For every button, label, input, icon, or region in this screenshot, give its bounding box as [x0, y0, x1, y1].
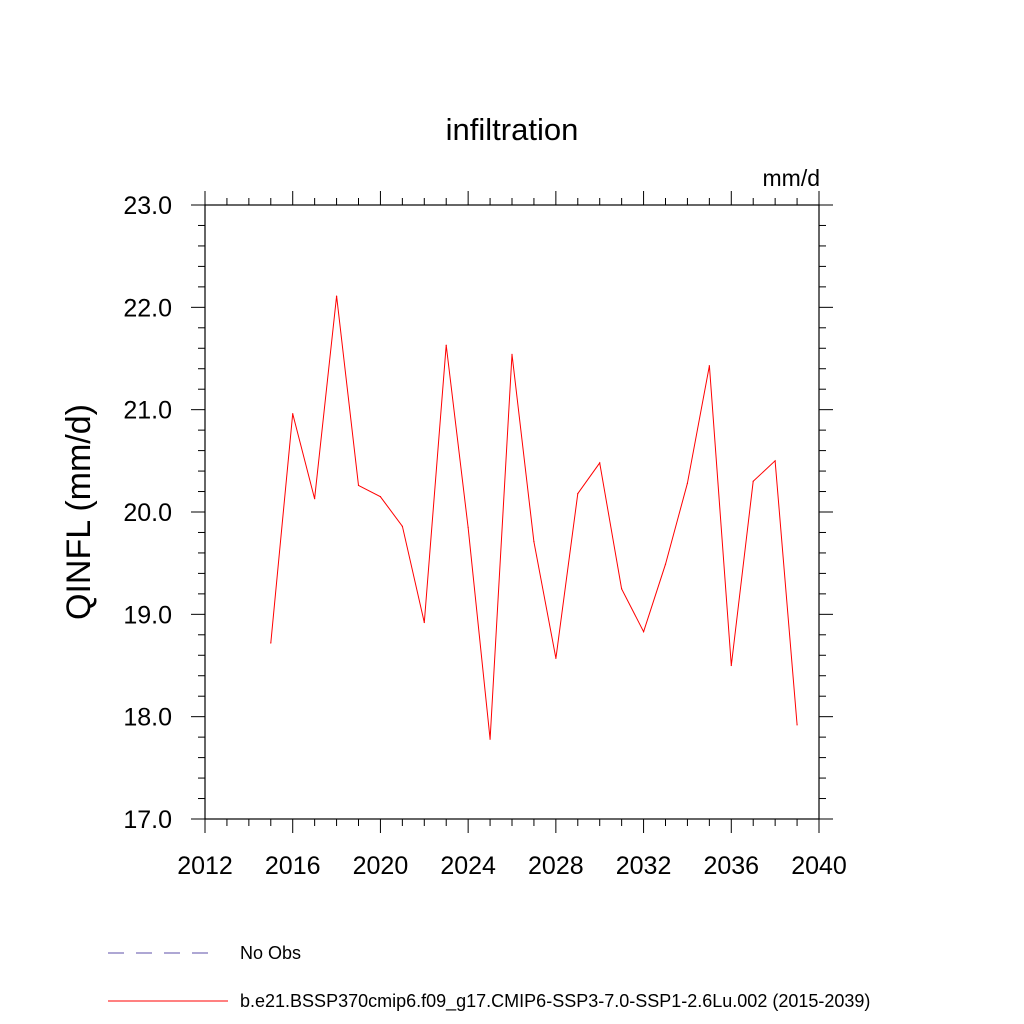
plot-frame: [204, 204, 820, 820]
x-tick-label: 2036: [703, 852, 759, 880]
data-point: [686, 482, 689, 484]
x-tick-label: 2012: [177, 852, 233, 880]
x-tick-label: 2020: [353, 852, 409, 880]
data-point: [445, 344, 447, 346]
data-point: [270, 642, 272, 644]
data-point: [335, 295, 338, 297]
data-point: [401, 525, 403, 527]
y-tick-label: 19.0: [123, 601, 172, 629]
y-tick-label: 22.0: [123, 294, 172, 322]
data-point: [379, 496, 382, 498]
x-tick-label: 2016: [265, 852, 321, 880]
data-point: [533, 541, 535, 543]
legend: No Obs b.e21.BSSP370cmip6.f09_g17.CMIP6-…: [108, 943, 870, 1012]
data-point: [555, 657, 557, 659]
series-line: [270, 296, 798, 740]
y-tick-label: 18.0: [123, 704, 172, 732]
data-point: [423, 621, 425, 624]
y-tick-label: 17.0: [123, 806, 172, 834]
y-tick-label: 23.0: [123, 192, 172, 220]
data-point: [730, 664, 732, 667]
axis-ticks: [191, 191, 833, 833]
legend-label-model: b.e21.BSSP370cmip6.f09_g17.CMIP6-SSP3-7.…: [240, 991, 870, 1012]
data-point: [621, 588, 623, 590]
data-point: [511, 353, 513, 356]
x-tick-label: 2028: [528, 852, 584, 880]
data-point: [489, 738, 491, 740]
data-point: [708, 365, 710, 367]
y-tick-labels: 17.0 18.0 19.0 20.0 21.0 22.0 23.0: [123, 192, 172, 834]
data-point: [577, 492, 579, 495]
data-point: [774, 460, 776, 462]
data-point: [599, 462, 601, 464]
data-point: [467, 526, 469, 528]
y-axis-label: QINFL (mm/d): [60, 404, 98, 620]
chart-title: infiltration: [446, 112, 579, 147]
data-point: [642, 631, 645, 633]
x-tick-label: 2040: [791, 852, 847, 880]
x-tick-label: 2032: [616, 852, 672, 880]
series-layer: [270, 295, 798, 740]
data-point: [357, 484, 360, 486]
data-point: [752, 480, 754, 482]
units-label: mm/d: [763, 165, 821, 191]
data-point: [664, 563, 667, 565]
data-point: [314, 498, 316, 500]
data-point: [796, 724, 798, 726]
x-tick-labels: 2012 2016 2020 2024 2028 2032 2036 2040: [177, 852, 847, 880]
legend-label-no-obs: No Obs: [240, 943, 301, 963]
x-tick-label: 2024: [440, 852, 496, 880]
y-tick-label: 20.0: [123, 499, 172, 527]
data-point: [292, 413, 294, 415]
y-tick-label: 21.0: [123, 397, 172, 425]
